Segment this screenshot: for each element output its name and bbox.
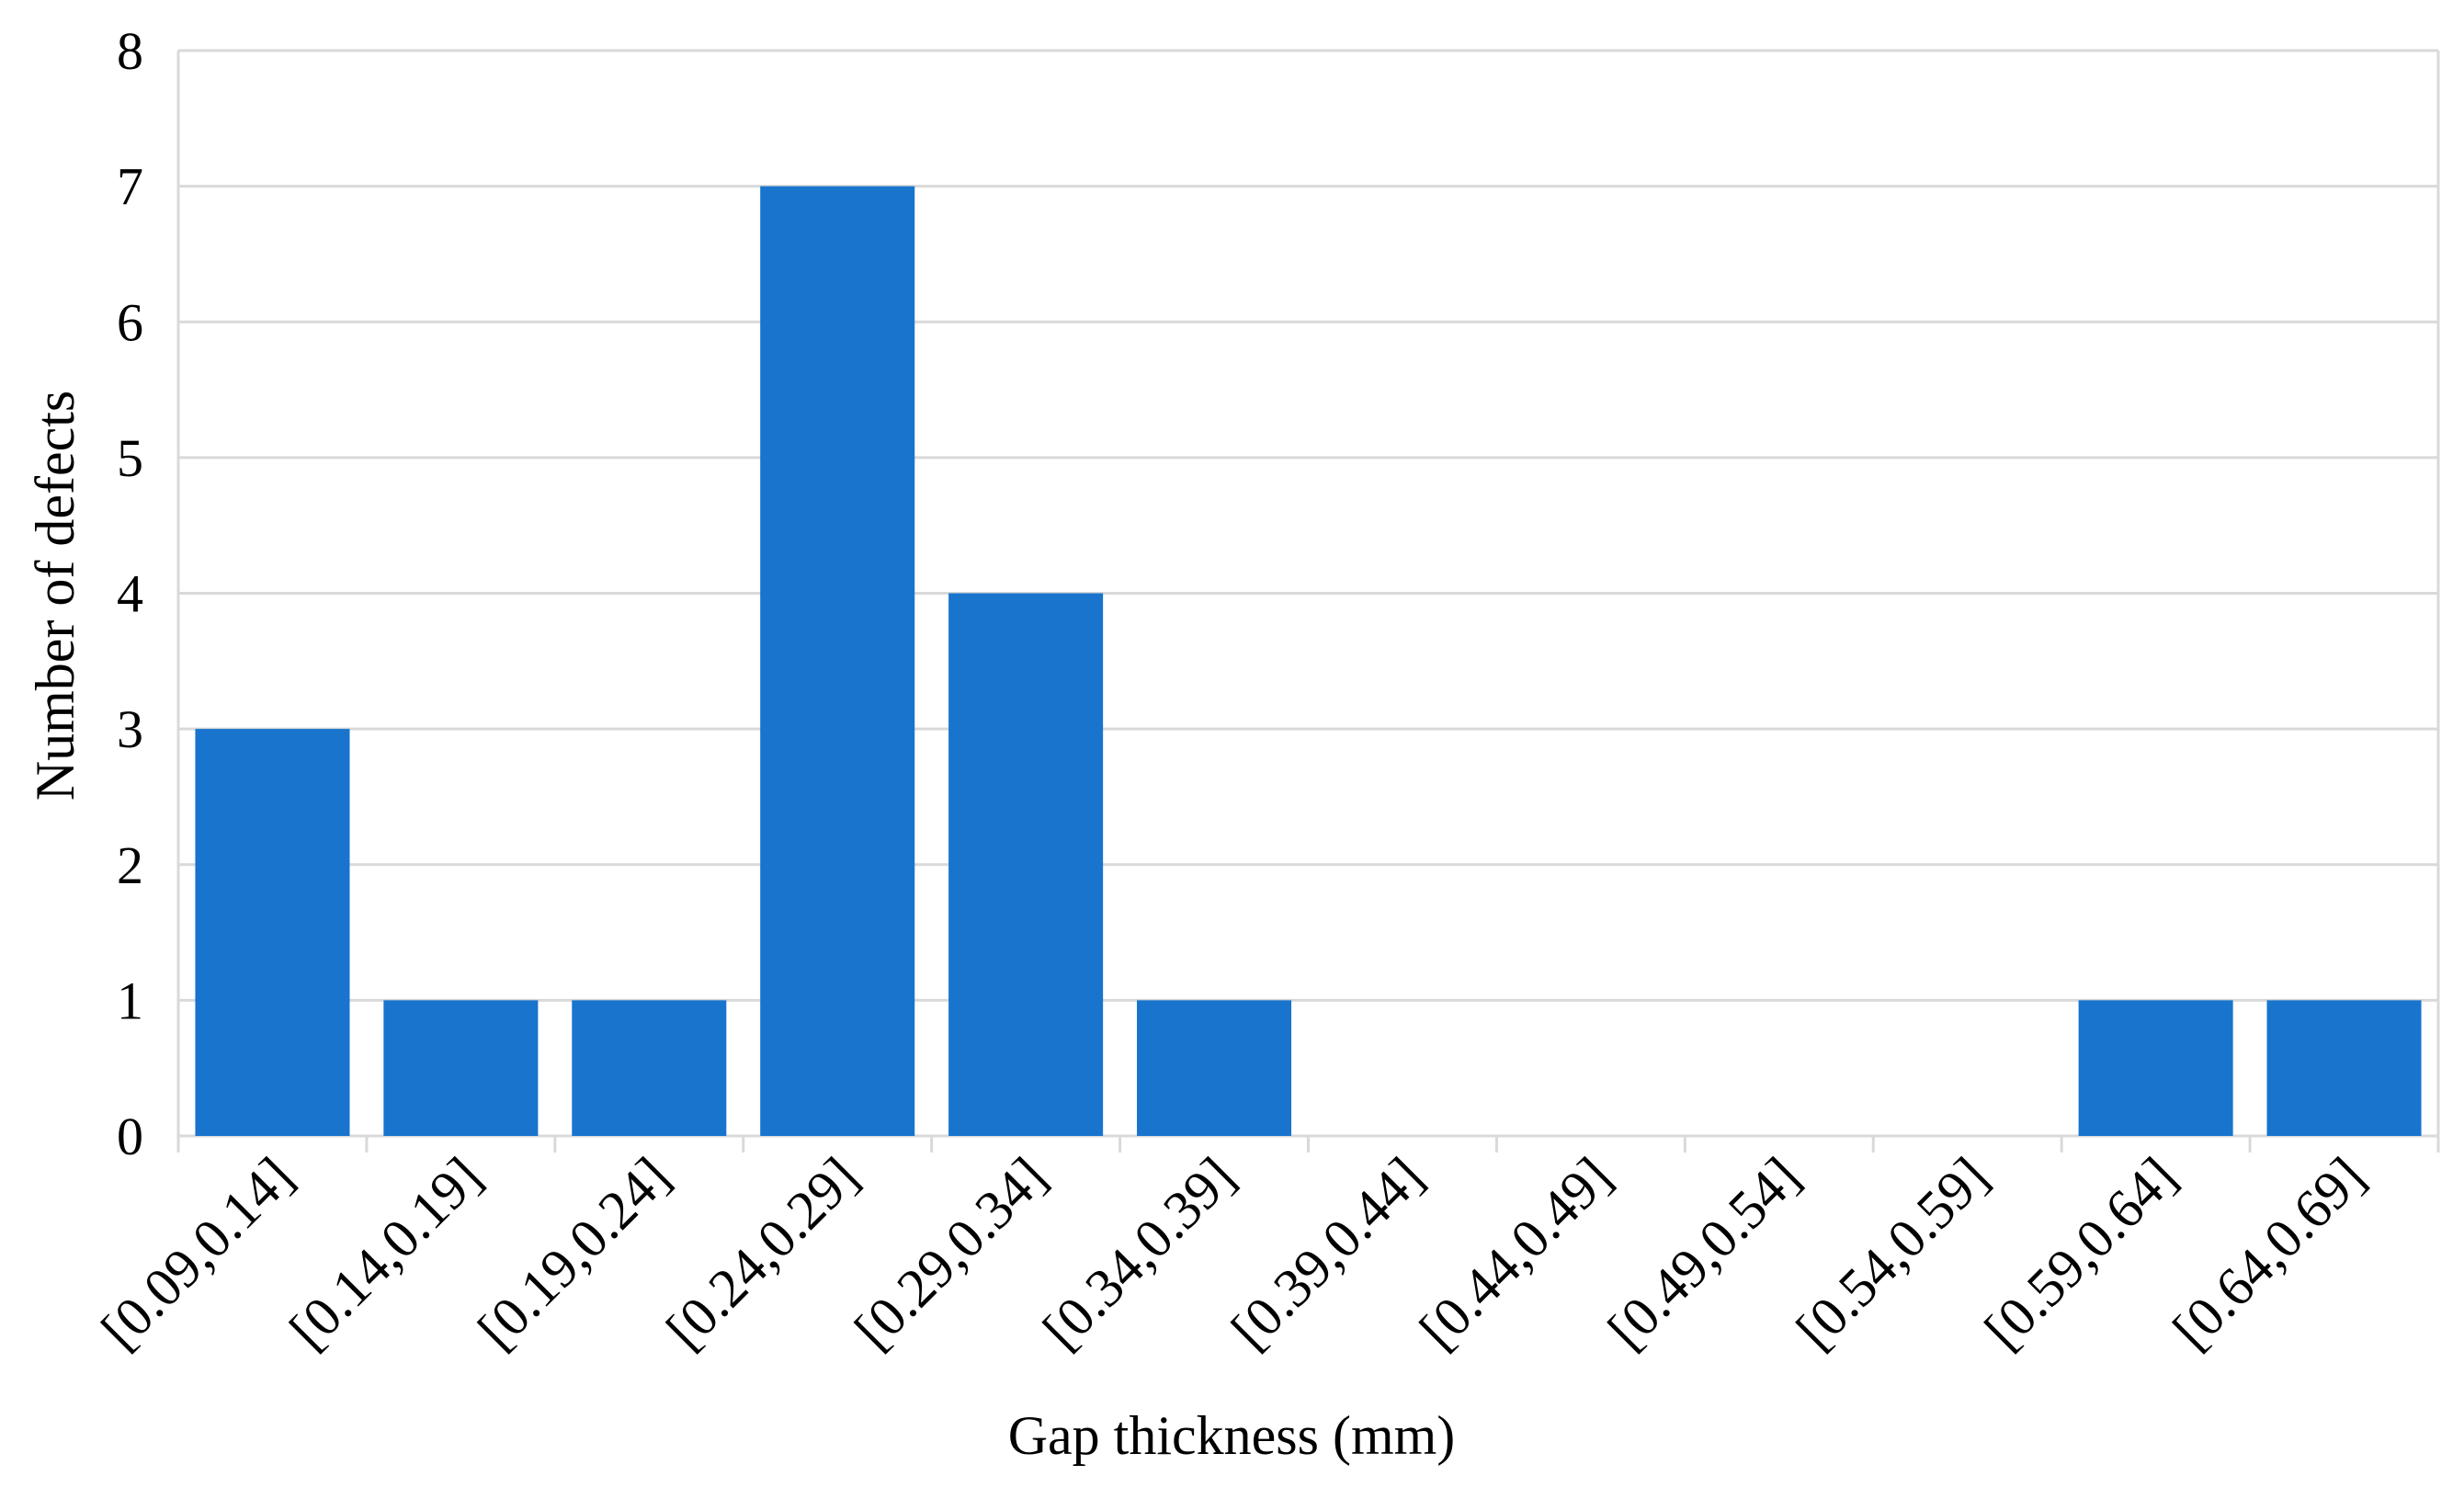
y-tick-label: 2 (117, 835, 143, 895)
x-tick-label: [0.29,0.34] (843, 1146, 1058, 1361)
y-tick-label: 0 (117, 1107, 143, 1166)
y-tick-label: 4 (117, 564, 143, 624)
x-tick-label: [0.64,0.69] (2162, 1146, 2377, 1361)
y-tick-label: 6 (117, 292, 143, 352)
x-tick-label: [0.39,0.44] (1220, 1146, 1435, 1361)
bar (572, 1000, 727, 1136)
x-tick-label: [0.14,0.19] (278, 1146, 494, 1361)
x-tick-label: [0.49,0.54] (1596, 1146, 1811, 1361)
x-tick-label: [0.24,0.29] (654, 1146, 869, 1361)
x-tick-label: [0.44,0.49] (1408, 1146, 1623, 1361)
y-tick-label: 8 (117, 21, 143, 81)
y-axis-label: Number of defects (25, 391, 85, 800)
bar (195, 729, 350, 1136)
bar (948, 593, 1104, 1136)
x-tick-label: [0.59,0.64] (1973, 1146, 2188, 1361)
x-tick-label: [0.54,0.59] (1785, 1146, 2000, 1361)
bar (760, 186, 915, 1136)
y-tick-label: 7 (117, 157, 143, 217)
x-axis-label: Gap thickness (mm) (1008, 1405, 1456, 1466)
x-tick-label: [0.09,0.14] (90, 1146, 305, 1361)
bar (1137, 1000, 1292, 1136)
x-tick-label: [0.19,0.24] (466, 1146, 681, 1361)
y-tick-label: 3 (117, 699, 143, 759)
bar (383, 1000, 539, 1136)
bar (2266, 1000, 2422, 1136)
y-tick-label: 5 (117, 428, 143, 488)
x-tick-label: [0.34,0.39] (1031, 1146, 1246, 1361)
bar (2078, 1000, 2233, 1136)
y-tick-label: 1 (117, 971, 143, 1030)
